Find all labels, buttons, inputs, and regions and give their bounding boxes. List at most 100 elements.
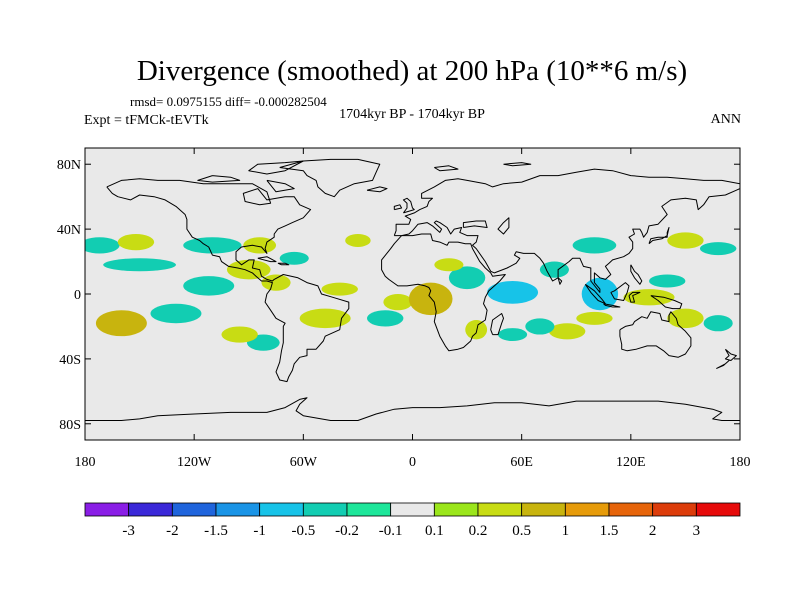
x-tick-label-3: 0: [409, 455, 416, 470]
colorbar-label-6: -0.1: [379, 523, 403, 539]
coastline-27: [557, 277, 563, 285]
x-axis: 180 120W 60W 0 60E 120E 180: [75, 148, 751, 470]
contour-region-19: [448, 266, 486, 290]
colorbar-swatch-10: [521, 502, 566, 517]
x-tick-label-2: 60W: [290, 455, 318, 470]
colorbar-label-7: 0.1: [425, 523, 444, 539]
colorbar-label-0: -3: [122, 523, 135, 539]
contour-region-32: [667, 308, 704, 329]
contour-region-12: [95, 310, 147, 337]
contour-region-30: [548, 323, 586, 340]
colorbar-swatch-3: [215, 502, 261, 517]
coastline-1: [393, 168, 740, 236]
coastline-3: [381, 233, 506, 352]
stats-line: rmsd= 0.0975155 diff= -0.000282504: [130, 94, 327, 109]
x-tick-label-6: 180: [730, 455, 751, 470]
y-tick-label-3: 40S: [59, 353, 81, 368]
coastline-24: [503, 162, 532, 167]
contour-region-20: [465, 319, 488, 340]
coastline-26: [366, 186, 388, 193]
coastline-12: [650, 295, 683, 310]
colorbar-label-5: -0.2: [335, 523, 359, 539]
colorbar-label-10: 1: [562, 523, 570, 539]
divergence-contours: [85, 232, 737, 351]
contour-region-2: [183, 237, 242, 254]
contour-region-10: [321, 282, 358, 296]
y-tick-label-4: 80S: [59, 418, 81, 433]
x-tick-label-4: 60E: [510, 455, 533, 470]
period-label: 1704kyr BP - 1704kyr BP: [339, 107, 485, 122]
colorbar-label-12: 2: [649, 523, 657, 539]
contour-region-9: [345, 233, 371, 247]
colorbar-label-13: 3: [693, 523, 701, 539]
colorbar-swatch-2: [171, 502, 217, 517]
colorbar-label-4: -0.5: [291, 523, 315, 539]
x-tick-label-5: 120E: [616, 455, 646, 470]
y-tick-label-0: 80N: [57, 158, 81, 173]
contour-region-22: [434, 258, 464, 272]
coastline-13: [603, 303, 621, 308]
colorbar-swatch-4: [259, 502, 304, 517]
coastline-20: [277, 262, 290, 266]
coastline-16: [490, 313, 504, 336]
x-tick-label-0: 180: [75, 455, 96, 470]
coastline-22: [197, 175, 241, 183]
coastline-0: [106, 178, 350, 383]
coastline-6: [279, 158, 381, 198]
y-tick-label-1: 40N: [57, 223, 81, 238]
colorbar-label-9: 0.5: [512, 523, 531, 539]
contour-region-17: [367, 310, 404, 327]
colorbar-swatch-5: [302, 502, 348, 517]
contour-region-7: [183, 276, 235, 296]
coastline-7: [402, 197, 415, 214]
coastline-5: [85, 397, 740, 421]
coastline-11: [610, 282, 630, 301]
contour-region-25: [667, 232, 704, 249]
coastline-9: [648, 227, 670, 245]
coastline-2: [394, 188, 740, 293]
contour-region-33: [703, 315, 733, 332]
season-label: ANN: [711, 112, 741, 127]
x-tick-label-1: 120W: [177, 455, 212, 470]
contour-region-8: [279, 251, 309, 265]
contour-region-0: [85, 237, 120, 254]
colorbar-label-3: -1: [253, 523, 266, 539]
contour-region-16: [383, 294, 413, 311]
colorbar-label-11: 1.5: [600, 523, 619, 539]
y-axis: 80N 40N 0 40S 80S: [57, 158, 740, 433]
coastline-23: [266, 179, 295, 193]
colorbar-swatch-1: [128, 502, 173, 517]
coastline-21: [248, 160, 304, 175]
y-tick-label-2: 0: [74, 288, 81, 303]
contour-region-24: [572, 237, 617, 254]
colorbar-swatch-0: [84, 502, 130, 517]
chart-title: Divergence (smoothed) at 200 hPa (10**6 …: [137, 55, 687, 87]
coastline-14: [628, 291, 641, 303]
colorbar-swatch-8: [433, 502, 479, 517]
contour-region-13: [150, 303, 202, 324]
contour-region-4: [103, 258, 176, 272]
colorbar-swatch-6: [346, 502, 392, 517]
coastline-8: [393, 204, 403, 211]
contour-region-15: [221, 326, 258, 343]
colorbar-label-2: -1.5: [204, 523, 228, 539]
colorbar-swatch-11: [564, 502, 610, 517]
colorbar-swatch-13: [652, 502, 697, 517]
contour-region-5: [226, 259, 271, 280]
contour-region-26: [699, 242, 737, 256]
contour-region-23: [539, 261, 569, 278]
colorbar-swatch-7: [390, 502, 435, 517]
coastline-15: [630, 264, 643, 285]
colorbar-swatch-14: [695, 502, 741, 517]
coastline-19: [257, 256, 277, 263]
colorbar-swatch-9: [477, 502, 523, 517]
coastlines: [85, 158, 740, 421]
contour-region-1: [117, 233, 155, 251]
coastline-28: [497, 217, 510, 235]
contour-region-18: [408, 282, 453, 316]
coastline-4: [619, 311, 692, 358]
experiment-label: Expt = tFMCk-tEVTk: [84, 113, 209, 128]
coastline-18: [716, 360, 730, 370]
contour-region-6: [261, 274, 291, 291]
